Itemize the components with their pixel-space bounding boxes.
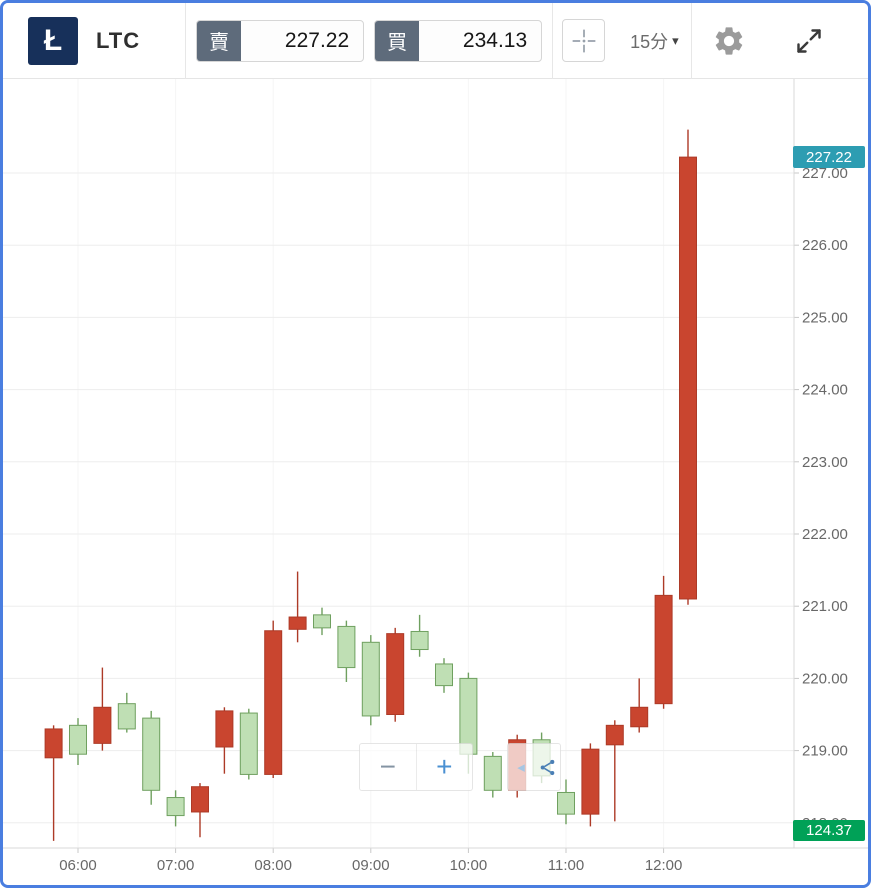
candle [581,743,600,827]
symbol-label: LTC [96,27,141,53]
chart-area[interactable]: 06:00 07:00 08:00 09:00 10:00 11:00 12:00 227.0… [3,79,871,888]
fullscreen-button[interactable] [788,20,830,62]
crosshair-icon [572,29,596,52]
zoom-out-button[interactable]: − [360,744,417,790]
current-price-badge: 227.22 [793,146,865,169]
candle [435,658,453,693]
svg-text:09:00: 09:00 [352,857,390,874]
interval-label: 15分 [630,31,669,52]
svg-text:06:00: 06:00 [59,857,97,874]
buy-button[interactable]: 買 234.13 [374,19,543,62]
candle [386,627,405,722]
gear-icon [715,26,742,55]
share-button[interactable] [534,744,560,790]
secondary-price-badge: 124.37 [793,820,865,841]
candle [605,720,624,822]
svg-text:227.00: 227.00 [802,165,848,182]
svg-text:222.00: 222.00 [802,526,848,543]
svg-text:12:00: 12:00 [645,857,683,874]
candlestick-chart[interactable]: 06:00 07:00 08:00 09:00 10:00 11:00 12:00 227.0… [3,79,871,888]
sell-tag: 賣 [197,20,242,61]
candle [166,790,185,827]
candle [679,129,697,605]
svg-text:220.00: 220.00 [802,670,848,687]
chart-zoom-toolbar: − + [359,743,473,791]
toolbar: Ł LTC 賣 227.22 買 234.13 15分 ▾ [3,3,868,79]
candle [117,692,136,733]
crosshair-button[interactable] [562,19,606,62]
candle [191,783,209,838]
svg-text:226.00: 226.00 [802,237,848,254]
svg-text:225.00: 225.00 [802,309,848,326]
svg-text:11:00: 11:00 [548,857,584,874]
chart-nav-toolbar: ◂ [507,743,561,791]
interval-dropdown[interactable]: 15分 ▾ [630,28,679,54]
toolbar-divider [552,3,554,79]
svg-text:224.00: 224.00 [802,382,848,399]
svg-text:07:00: 07:00 [157,857,195,874]
candle [483,752,502,798]
share-nodes-icon [540,759,554,775]
candle [337,620,356,683]
candle [239,708,258,780]
svg-text:221.00: 221.00 [802,598,848,615]
candle [69,718,87,766]
candle [215,707,234,774]
svg-text:08:00: 08:00 [254,857,292,874]
candle [313,607,331,636]
candle [93,667,112,751]
chevron-down-icon: ▾ [672,32,679,48]
litecoin-logo: Ł [28,16,78,65]
svg-text:10:00: 10:00 [450,857,488,874]
scroll-left-button[interactable]: ◂ [508,744,534,790]
litecoin-glyph: Ł [43,23,63,57]
candle [630,678,649,733]
sell-price: 227.22 [284,28,350,52]
candle [288,571,307,643]
candle [410,614,429,657]
candle [557,779,575,825]
svg-text:219.00: 219.00 [802,743,848,760]
buy-tag: 買 [375,20,420,61]
candle [142,710,161,805]
settings-button[interactable] [708,20,750,62]
candle [44,725,63,841]
toolbar-divider [185,3,187,79]
toolbar-divider [690,3,692,79]
sell-button[interactable]: 賣 227.22 [196,19,365,62]
candle [654,575,673,709]
svg-text:223.00: 223.00 [802,454,848,471]
expand-icon [796,28,821,53]
buy-price: 234.13 [462,28,528,52]
zoom-in-button[interactable]: + [417,744,473,790]
candle [361,635,380,726]
candle [264,620,283,779]
